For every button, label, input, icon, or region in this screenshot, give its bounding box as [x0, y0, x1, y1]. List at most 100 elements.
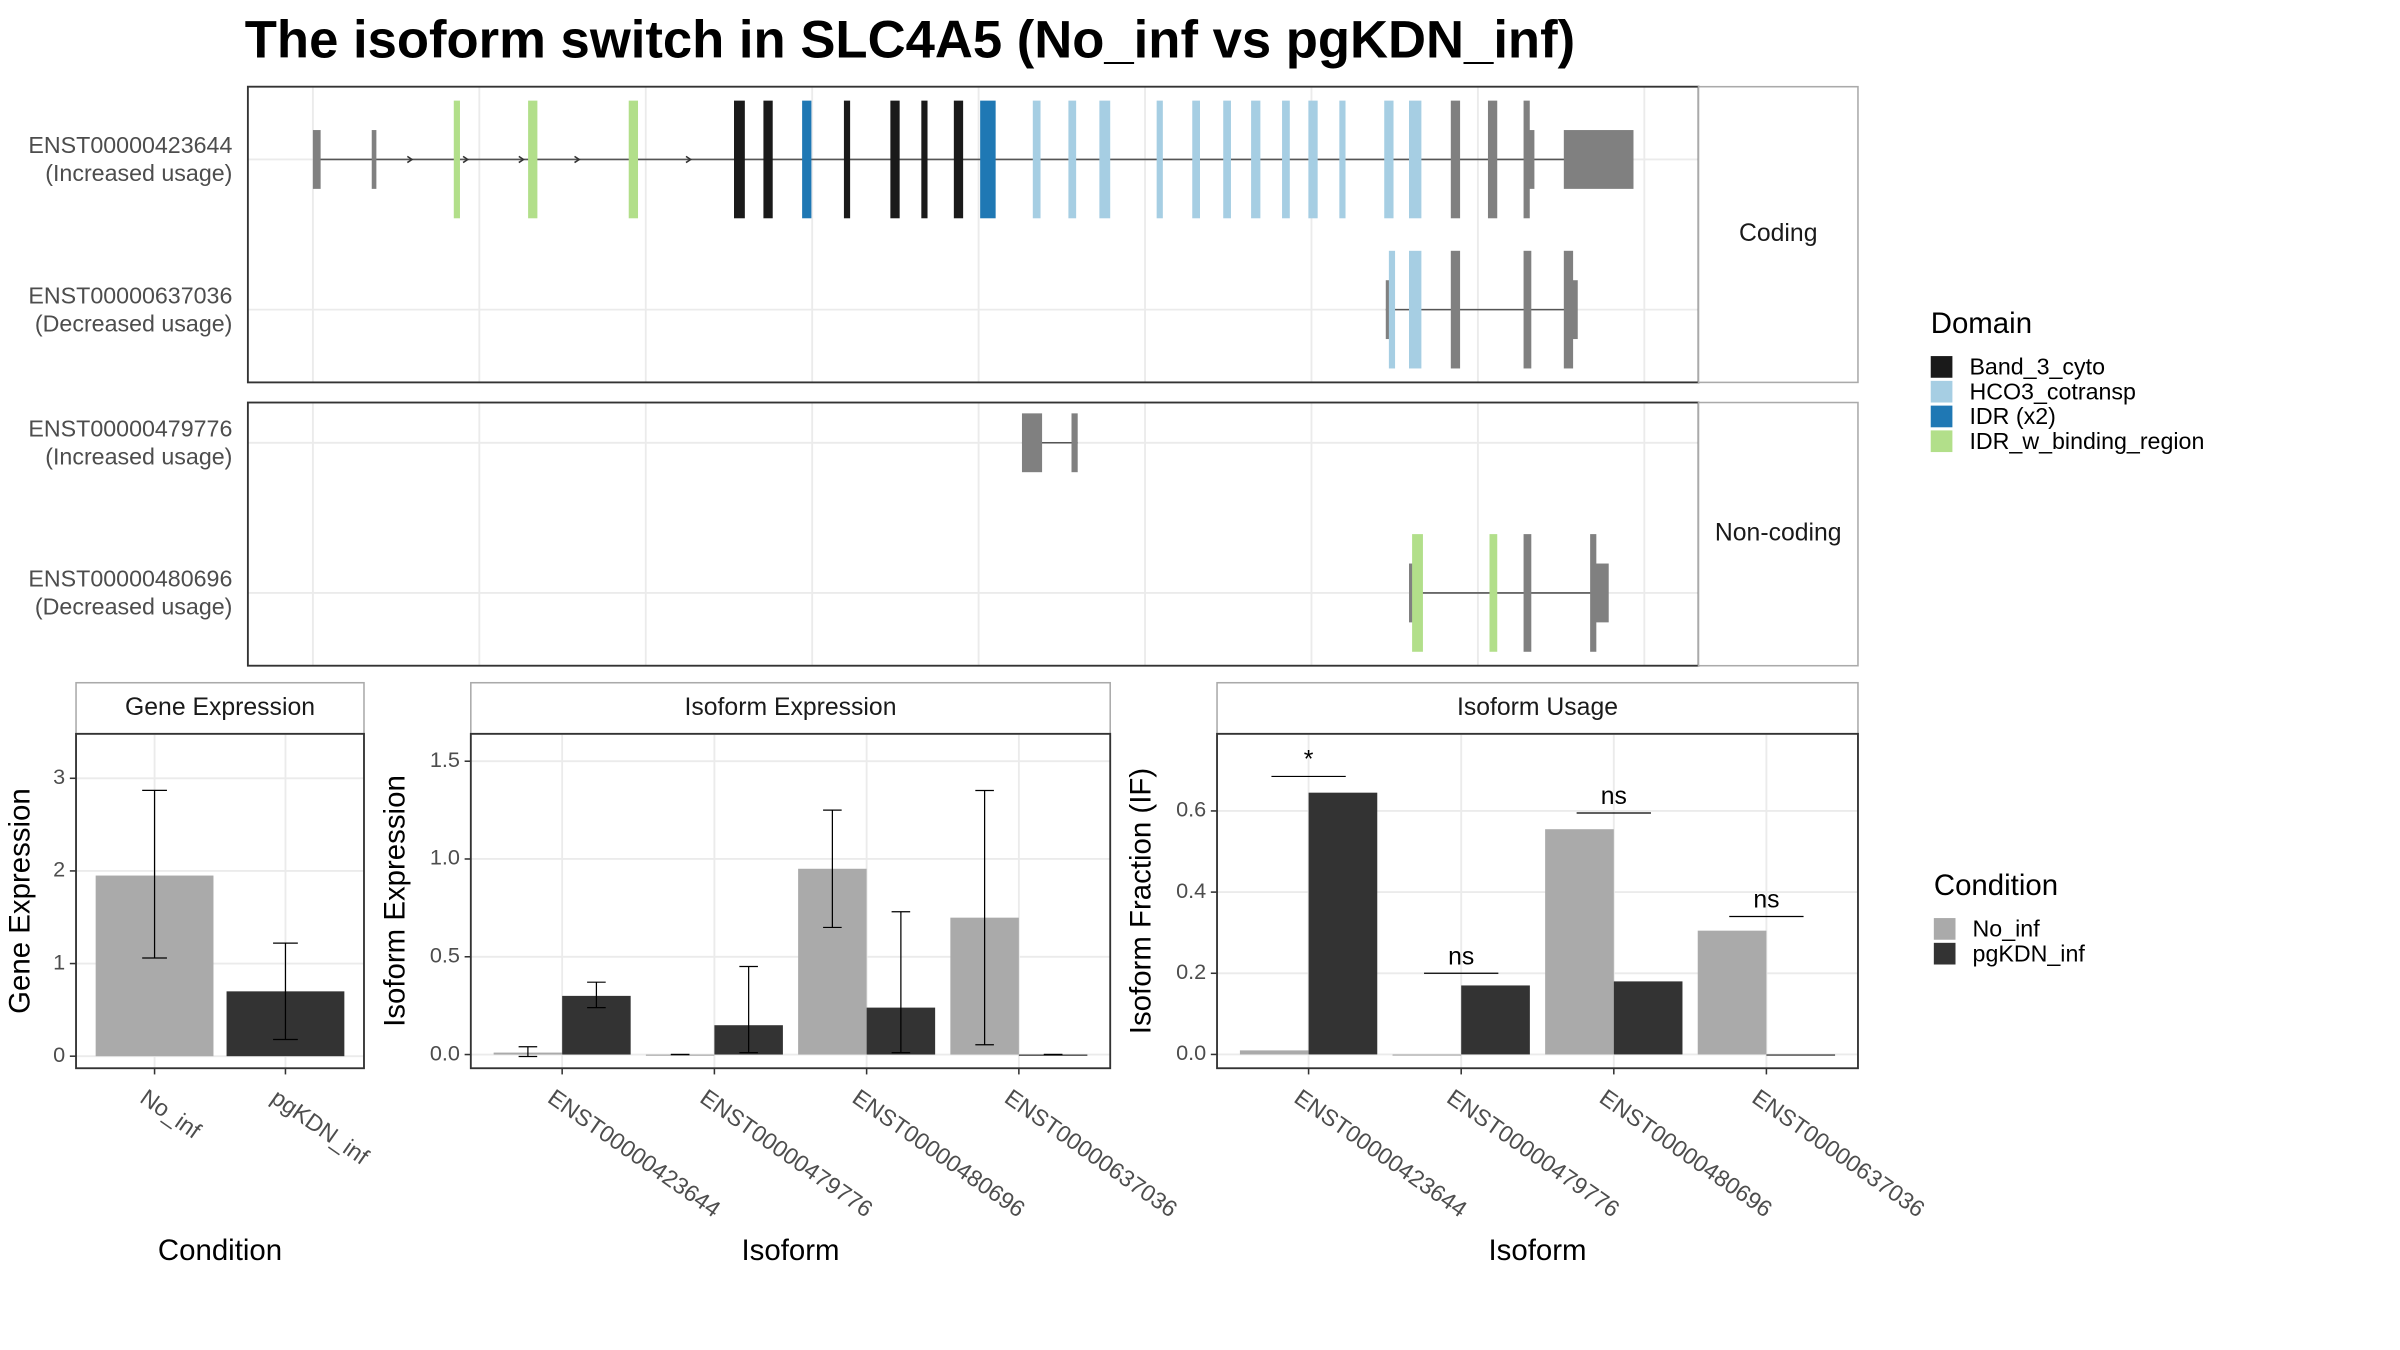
- exon: [763, 100, 773, 219]
- bar: [1613, 981, 1683, 1055]
- exon: [1450, 250, 1461, 369]
- exon: [921, 100, 928, 219]
- exon: [1563, 250, 1574, 369]
- exon: [890, 100, 900, 219]
- exon: [1339, 100, 1346, 219]
- transcript-usage: (Decreased usage): [35, 310, 232, 336]
- legend-swatch: [1933, 942, 1956, 965]
- exon: [1308, 100, 1318, 219]
- legend-label: pgKDN_inf: [1973, 940, 2086, 966]
- exon: [802, 100, 812, 219]
- strand-arrow: [462, 155, 470, 164]
- exon: [1528, 130, 1535, 189]
- y-axis-title: Gene Expression: [4, 788, 37, 1014]
- exon: [843, 100, 851, 219]
- strand-arrow: [518, 155, 525, 164]
- x-axis-title: Isoform: [1488, 1234, 1586, 1267]
- transcript-id: ENST00000423644: [28, 132, 232, 158]
- legend-label: IDR_w_binding_region: [1969, 428, 2204, 454]
- legend-title: Condition: [1934, 869, 2058, 902]
- exon: [1523, 100, 1530, 219]
- transcript-id: ENST00000637036: [28, 282, 232, 308]
- panel-strip: [75, 681, 365, 735]
- exon: [1099, 100, 1111, 219]
- exon: [1409, 100, 1422, 219]
- bar: [1308, 792, 1378, 1055]
- panel-strip: [470, 681, 1111, 735]
- exon: [628, 100, 639, 219]
- panel-strip-label: Isoform Expression: [685, 694, 897, 721]
- legend-swatch: [1933, 918, 1956, 940]
- exon: [528, 100, 538, 219]
- exon: [980, 100, 996, 219]
- plot-panel: [247, 86, 1699, 383]
- bar: [1697, 930, 1767, 1055]
- legend-swatch: [1930, 356, 1953, 378]
- legend-label: IDR (x2): [1969, 403, 2055, 429]
- exon: [1523, 250, 1532, 369]
- exon: [1021, 413, 1043, 473]
- transcript-usage: (Increased usage): [45, 160, 232, 186]
- y-tick-label: 0.6: [1176, 797, 1206, 822]
- exon: [1590, 534, 1597, 652]
- exon: [1571, 280, 1578, 340]
- y-axis-title: Isoform Expression: [378, 775, 411, 1027]
- x-tick-label: pgKDN_inf: [267, 1084, 374, 1170]
- y-tick-label: 0.0: [1176, 1040, 1206, 1065]
- legend-label: No_inf: [1973, 916, 2041, 942]
- x-tick-label: No_inf: [136, 1084, 206, 1144]
- x-axis-title: Condition: [158, 1234, 282, 1267]
- exon: [453, 100, 460, 219]
- exon: [1223, 100, 1231, 219]
- y-tick-label: 3: [53, 764, 65, 789]
- strand-arrow: [406, 155, 414, 164]
- exon: [1384, 100, 1394, 219]
- exon: [1385, 280, 1391, 340]
- bar: [1545, 829, 1614, 1055]
- transcript-id: ENST00000480696: [28, 566, 232, 592]
- exon: [1487, 100, 1498, 219]
- legend-swatch: [1930, 430, 1953, 453]
- exon: [1489, 534, 1498, 652]
- exon: [1032, 100, 1041, 219]
- legend-label: HCO3_cotransp: [1969, 378, 2135, 404]
- bar: [1392, 1054, 1462, 1056]
- strand-arrow: [685, 155, 693, 164]
- y-tick-label: 0.0: [430, 1040, 460, 1065]
- exon: [1412, 534, 1423, 652]
- panel-strip-label: Gene Expression: [125, 694, 315, 721]
- y-tick-label: 0.2: [1176, 959, 1206, 984]
- exon: [734, 100, 745, 219]
- exon: [1156, 100, 1163, 219]
- y-tick-label: 1.5: [430, 747, 460, 772]
- bar: [1461, 985, 1530, 1055]
- x-axis-title: Isoform: [741, 1234, 839, 1267]
- legend-title: Domain: [1931, 307, 2032, 340]
- exon: [371, 130, 377, 189]
- exon: [1282, 100, 1290, 219]
- exon: [1563, 130, 1634, 189]
- legend-label: Band_3_cyto: [1969, 354, 2105, 380]
- exon: [1594, 563, 1609, 623]
- exon: [1068, 100, 1077, 219]
- y-tick-label: 1: [53, 949, 65, 974]
- panel-strip-label: Non-coding: [1715, 520, 1842, 547]
- exon: [1388, 250, 1396, 369]
- exon: [1251, 100, 1261, 219]
- exon: [953, 100, 964, 219]
- transcript-id: ENST00000479776: [28, 416, 232, 442]
- legend-swatch: [1930, 405, 1953, 428]
- bar: [1018, 1054, 1088, 1056]
- panel-strip-label: Coding: [1739, 220, 1817, 247]
- significance-label: ns: [1448, 943, 1474, 970]
- y-tick-label: 2: [53, 857, 65, 882]
- strand-arrow: [574, 155, 581, 164]
- panel-border: [75, 732, 365, 1070]
- exon: [1409, 563, 1414, 623]
- significance-label: *: [1304, 747, 1314, 774]
- transcript-usage: (Decreased usage): [35, 594, 232, 620]
- bar: [645, 1054, 715, 1056]
- transcript-usage: (Increased usage): [45, 443, 232, 469]
- legend-swatch: [1930, 380, 1953, 403]
- exon: [1523, 534, 1532, 652]
